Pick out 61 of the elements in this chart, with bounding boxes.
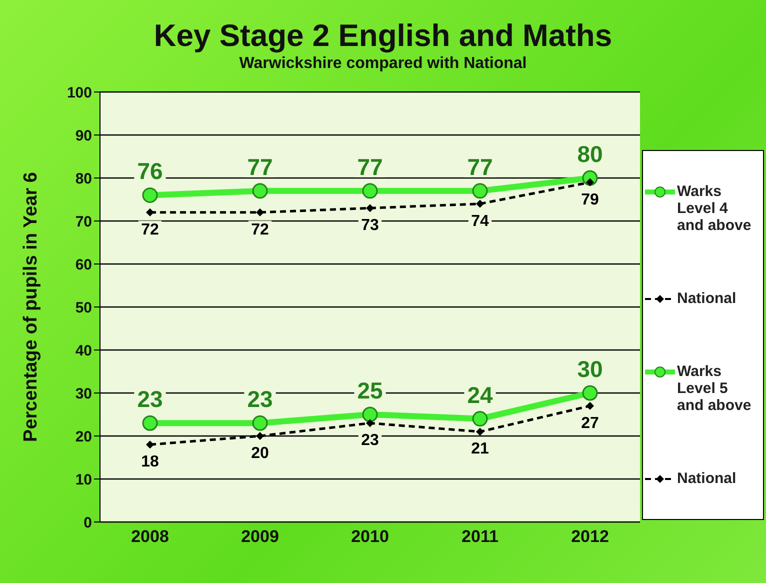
y-axis-title: Percentage of pupils in Year 6 [20, 172, 42, 442]
data-label: 27 [581, 414, 599, 432]
legend-label: National [677, 290, 738, 307]
x-tick-label: 2012 [571, 527, 609, 546]
point [366, 204, 374, 212]
legend-label: Warks Level 4 and above [677, 183, 752, 234]
point [362, 406, 378, 422]
point [252, 415, 268, 431]
point [146, 208, 154, 216]
point [476, 200, 484, 208]
point [142, 187, 158, 203]
point [146, 440, 154, 449]
y-tick-label: 30 [75, 385, 92, 402]
x-tick-label: 2011 [462, 527, 498, 546]
point [362, 183, 378, 199]
y-tick-label: 70 [75, 213, 92, 230]
data-label: 72 [251, 221, 269, 238]
point [472, 411, 488, 427]
data-label: 77 [247, 154, 273, 180]
data-label: 73 [361, 217, 379, 234]
y-tick-label: 80 [75, 170, 92, 188]
y-tick-label: 90 [75, 127, 92, 144]
chart-subtitle: Warwickshire compared with National [238, 55, 528, 73]
y-tick-label: 20 [75, 428, 92, 446]
point [582, 385, 598, 401]
data-label: 23 [137, 386, 163, 412]
y-tick-label: 60 [75, 256, 92, 274]
data-label: 76 [137, 158, 163, 184]
data-label: 80 [577, 141, 603, 167]
data-label: 77 [467, 154, 493, 180]
y-tick-label: 10 [75, 471, 92, 488]
point [586, 402, 594, 410]
data-label: 23 [247, 386, 273, 412]
y-tick-label: 100 [66, 84, 92, 102]
data-label: 21 [471, 440, 489, 458]
point [142, 415, 158, 431]
data-label: 20 [251, 445, 269, 462]
point [256, 432, 264, 440]
y-tick-label: 40 [75, 342, 92, 360]
data-label: 18 [141, 454, 159, 471]
data-label: 77 [357, 154, 383, 180]
y-tick-label: 50 [75, 299, 92, 316]
legend-label: Warks Level 5 and above [677, 363, 752, 414]
x-tick-label: 2010 [351, 527, 389, 546]
y-tick-label: 0 [84, 514, 92, 532]
data-label: 24 [467, 382, 493, 408]
data-label: 23 [361, 432, 379, 450]
point [366, 419, 374, 428]
point [256, 208, 264, 216]
x-tick-label: 2009 [241, 527, 279, 546]
chart-title: Key Stage 2 English and Maths [152, 18, 614, 54]
data-label: 79 [581, 191, 599, 208]
data-label: 74 [471, 212, 489, 230]
point [472, 183, 488, 199]
point [476, 428, 484, 436]
data-label: 25 [357, 378, 383, 404]
legend-label: National [677, 470, 738, 487]
data-label: 72 [141, 221, 159, 238]
point [252, 183, 268, 199]
data-label: 30 [577, 356, 603, 382]
x-tick-label: 2008 [131, 527, 169, 546]
